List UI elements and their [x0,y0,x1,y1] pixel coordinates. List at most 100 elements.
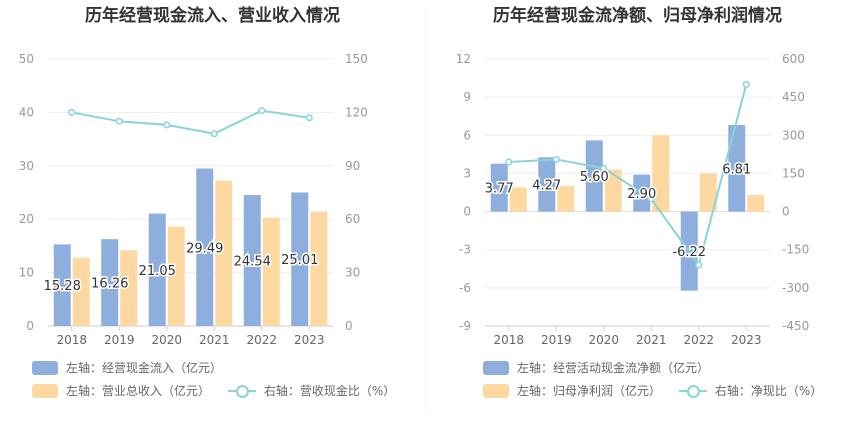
y-left-tick-label: 30 [19,159,34,173]
panel-divider [425,10,426,410]
bar-series-2 [310,211,328,326]
x-tick-label: 2022 [246,333,277,347]
right-legend-row-2: 左轴：归母净利润（亿元） 右轴：净现比（%） [483,383,836,399]
y-right-tick-label: 600 [782,52,805,66]
x-tick-label: 2018 [493,333,524,347]
line-point [210,130,218,138]
bar-series-1 [148,213,166,326]
y-right-tick-label: 450 [782,90,805,104]
legend-item-net-profit[interactable]: 左轴：归母净利润（亿元） [483,383,661,399]
left-chart-plot: 0 10 20 30 40 50 0 30 60 90 120 150 2018 2019 2020 2021… [19,52,368,347]
line-series [71,109,310,135]
legend-item-revenue[interactable]: 左轴：营业总收入（亿元） [32,383,210,399]
y-right-tick-label: 150 [782,166,805,180]
y-right-tick-label: 60 [345,212,360,226]
y-right-tick-label: 0 [782,205,790,219]
bar-series-1 [243,194,261,326]
y-left-tick-label: 50 [19,52,34,66]
y-right-tick-label: 90 [345,159,360,173]
legend-label: 左轴：经营活动现金流净额（亿元） [517,361,710,375]
y-right-tick-label: -300 [782,281,809,295]
legend-swatch-blue [483,361,509,375]
bar-series-2 [557,186,575,212]
legend-item-cash-ratio[interactable]: 右轴：营收现金比（%） [227,383,396,399]
y-left-tick-label: -9 [459,319,471,333]
bar-data-label: 5.60 [580,170,609,185]
legend-item-net-cash-flow[interactable]: 左轴：经营活动现金流净额（亿元） [483,360,709,376]
line-point [258,107,266,115]
bar-series-2 [120,250,138,326]
y-left-tick-label: 3 [463,166,471,180]
y-left-tick-label: -3 [459,243,471,257]
bar-data-label: 4.27 [532,178,561,193]
y-right-tick-label: 30 [345,266,360,280]
bar-series-2 [72,257,90,326]
legend-swatch-yellow [483,384,509,398]
x-tick-label: 2018 [56,333,87,347]
y-left-tick-label: 6 [463,128,471,142]
bar-data-label: 29.49 [186,241,223,256]
y-right-tick-label: 300 [782,128,805,142]
x-tick-label: 2019 [104,333,135,347]
left-chart-panel: 历年经营现金流入、营业收入情况 0 10 20 30 40 50 0 30 60 90 120 150… [19,6,409,399]
y-left-tick-label: 20 [19,212,34,226]
bar-series-1 [291,192,309,326]
bar-series-2 [699,173,717,212]
y-right-tick-label: 0 [345,319,353,333]
legend-swatch-yellow [32,384,58,398]
bar-data-label: 3.77 [485,182,514,197]
line-point [600,164,608,172]
right-chart-plot: -9 -6 -3 0 3 6 9 12 -450 -300 -150 0 150 300 450 600 201… [456,52,810,347]
legend-item-cash-inflow[interactable]: 左轴：经营现金流入（亿元） [32,360,222,376]
bar-series-1 [538,157,556,212]
legend-label: 左轴：经营现金流入（亿元） [66,361,223,375]
x-tick-label: 2021 [636,333,667,347]
bar-series-2 [652,135,670,212]
bar-series-2 [747,195,765,212]
line-point [695,261,703,269]
right-chart-title: 历年经营现金流净额、归母净利润情况 [493,6,782,26]
bar-series-2 [509,187,527,212]
left-legend-row-1: 左轴：经营现金流入（亿元） [32,360,236,376]
y-left-tick-label: 40 [19,105,34,119]
bar-data-label: 25.01 [281,253,318,268]
legend-item-net-cash-ratio[interactable]: 右轴：净现比（%） [678,383,823,399]
right-chart-panel: 历年经营现金流净额、归母净利润情况 -9 -6 -3 0 3 6 9 12 -450 -300 -1… [425,0,850,437]
left-legend-row-2: 左轴：营业总收入（亿元） 右轴：营收现金比（%） [32,383,409,399]
x-tick-label: 2022 [683,333,714,347]
line-point [115,117,123,125]
y-left-tick-label: -6 [459,281,471,295]
bar-series-2 [167,226,185,326]
line-point [68,108,76,116]
y-left-tick-label: 12 [456,52,471,66]
legend-label: 左轴：营业总收入（亿元） [66,384,211,398]
y-left-tick-label: 0 [463,205,471,219]
bar-series-2 [262,217,280,326]
bar-series-1 [101,239,119,326]
x-tick-label: 2021 [199,333,230,347]
x-tick-label: 2023 [731,333,762,347]
y-right-tick-label: -450 [782,319,809,333]
legend-swatch-line [227,384,256,398]
y-right-tick-label: 150 [345,52,368,66]
legend-label: 右轴：营收现金比（%） [263,384,396,398]
right-legend-row-1: 左轴：经营活动现金流净额（亿元） [483,360,723,376]
bar-series-1 [196,168,214,326]
line-point [305,114,313,122]
bar-series-1 [585,140,603,212]
line-point [742,80,750,88]
x-tick-label: 2020 [588,333,619,347]
bar-data-label: 24.54 [234,254,271,269]
y-right-tick-label: 120 [345,105,368,119]
bar-series-2 [215,180,233,326]
bar-data-label: 2.90 [627,187,656,202]
bar-series-1 [728,124,746,212]
x-tick-label: 2020 [151,333,182,347]
line-point [505,158,513,166]
line-point [552,155,560,163]
y-right-tick-label: -150 [782,243,809,257]
bar-data-label: 16.26 [91,277,128,292]
bar-series-1 [53,244,71,326]
legend-label: 右轴：净现比（%） [714,384,823,398]
y-left-tick-label: 0 [26,319,34,333]
